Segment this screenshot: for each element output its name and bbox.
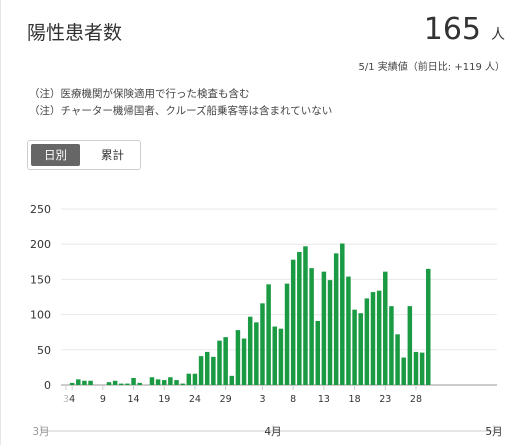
summary-value: 165 [423,12,481,47]
bar-4/16 [333,253,339,385]
bar-3/4 [69,382,75,385]
bar-4/24 [383,271,388,385]
bar-4/25 [389,306,394,385]
bar-3/15 [137,382,142,385]
bar-3/18 [155,379,161,385]
bar-3/27 [211,356,216,385]
month-label: 3月 [32,426,49,438]
bar-4/22 [370,292,376,385]
summary-subline: 5/1 実績値（前日比: +119 人） [358,62,505,73]
x-tick-label: 3 [63,394,69,405]
bar-4/9 [290,259,296,385]
bar-4/27 [401,357,406,385]
bar-3/23 [186,373,192,385]
note-2: （注）チャーター機帰国者、クルーズ船乗客等は含まれていない [29,105,333,117]
bar-4/12 [309,268,314,385]
bar-4/13 [315,320,320,385]
y-tick-label: 50 [37,344,51,357]
bar-4/15 [327,280,333,385]
card-title: 陽性患者数 [27,22,123,44]
bar-4/30 [419,352,425,385]
bar-4/7 [278,328,284,385]
bar-4/26 [395,334,400,385]
daily-cumulative-toggle: 日別 累計 [27,140,141,170]
note-1: （注）医療機関が保険適用で行った検査も含む [29,88,250,100]
bar-4/5 [266,284,271,385]
bar-3/31 [235,330,241,385]
bar-3/29 [223,337,228,385]
bar-3/13 [125,383,130,385]
bar-3/28 [217,340,222,385]
x-tick-label: 8 [290,394,296,405]
summary-unit: 人 [491,27,505,43]
bar-4/3 [254,322,259,385]
bar-3/17 [149,377,155,385]
y-tick-label: 250 [30,203,51,216]
bar-3/24 [192,373,198,385]
bar-3/25 [198,356,204,385]
bar-4/17 [340,243,345,385]
toggle-cumulative-button[interactable]: 累計 [101,148,124,162]
bar-4/21 [364,298,370,385]
bar-4/20 [358,313,363,385]
y-tick-label: 200 [30,238,51,251]
summary-value-wrap: 165 人 [424,12,505,47]
x-tick-label: 19 [158,394,170,405]
x-tick-label: 23 [379,394,391,405]
bar-4/14 [321,271,327,385]
bar-3/6 [82,380,87,385]
x-tick-label: 9 [100,394,106,405]
bar-4/11 [303,246,308,385]
bar-3/11 [112,380,118,385]
bar-4/19 [352,309,357,385]
bar-3/5 [76,379,81,385]
bar-5/1 [426,268,431,385]
x-tick-label: 3 [259,394,265,405]
y-tick-label: 0 [44,379,51,392]
bar-3/12 [119,383,124,385]
bar-4/28 [407,306,413,385]
bar-4/29 [413,351,419,385]
toggle-daily-button[interactable]: 日別 [31,144,80,166]
x-tick-label: 14 [127,394,139,405]
bar-3/21 [174,380,179,385]
bar-4/10 [297,251,302,385]
month-label: 4月 [264,426,281,438]
x-tick-label: 18 [349,394,361,405]
bar-4/1 [241,338,247,385]
y-tick-label: 150 [30,273,51,286]
x-tick-label: 4 [69,394,75,405]
bar-3/26 [204,351,210,385]
bar-3/20 [168,377,173,385]
x-tick-label: 13 [318,394,330,405]
bar-4/4 [260,303,265,385]
bar-4/6 [272,326,278,385]
bar-3/22 [180,383,185,385]
bar-4/2 [247,316,253,385]
bar-3/19 [161,380,167,385]
bar-4/8 [284,283,290,385]
bar-3/7 [88,380,93,385]
x-tick-label: 28 [410,394,422,405]
bar-3/30 [229,375,235,385]
x-tick-label: 29 [220,394,232,405]
month-label: 5月 [485,426,502,438]
bar-3/14 [131,377,136,385]
y-tick-label: 100 [30,309,51,322]
x-tick-label: 24 [189,394,201,405]
bar-4/18 [346,276,351,385]
bar-3/10 [106,382,112,385]
bar-4/23 [376,290,382,385]
